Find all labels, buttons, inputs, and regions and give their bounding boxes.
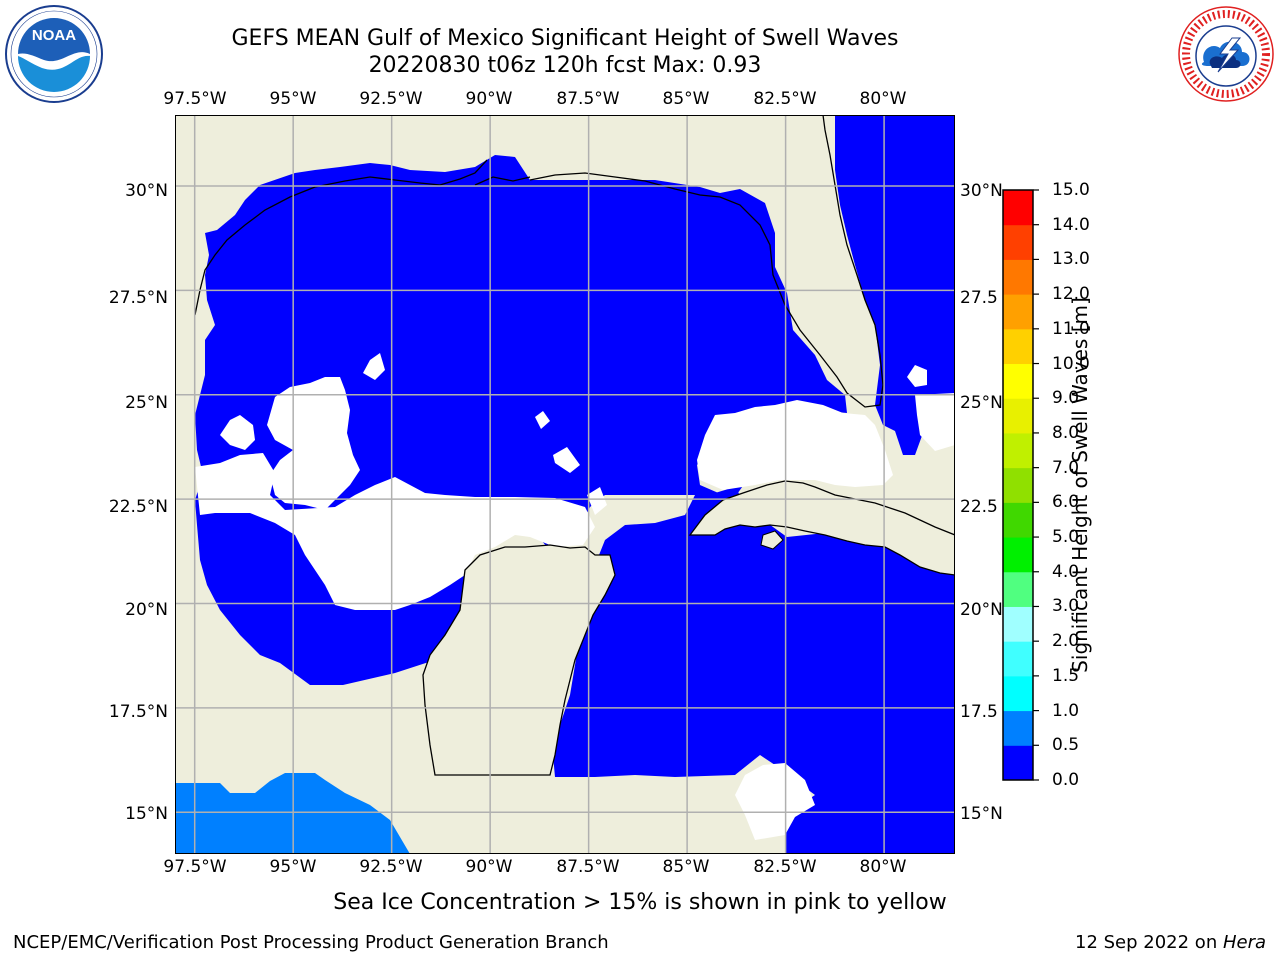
- colorbar-tick-label: 11.0: [1052, 318, 1090, 339]
- lon-label-bottom-82.5w: 82.5°W: [753, 857, 817, 877]
- lon-label-bottom-90w: 90°W: [465, 857, 513, 877]
- colorbar-tick-label: 15.0: [1052, 180, 1090, 200]
- colorbar-tick-label: 9.0: [1052, 388, 1080, 409]
- colorbar-tick-label: 2.0: [1052, 631, 1080, 652]
- lon-label-top-82.5w: 82.5°W: [753, 89, 817, 109]
- lat-label-left-25n: 25°N: [125, 393, 168, 413]
- colorbar-tick-label: 8.0: [1052, 422, 1080, 443]
- lon-label-bottom-97.5w: 97.5°W: [163, 857, 227, 877]
- isla-de-la-juventud: [760, 530, 784, 550]
- coastlines: [194, 115, 884, 408]
- cuba-land: [688, 480, 955, 576]
- lat-label-right-30n: 30°N: [960, 181, 1003, 201]
- colorbar-band: [1003, 571, 1033, 607]
- lon-label-top-97.5w: 97.5°W: [163, 89, 227, 109]
- colorbar-title: Significant Height of Swell Waves [m]: [1068, 297, 1092, 673]
- lat-label-right-27.5n: 27.5: [960, 288, 998, 308]
- colorbar-tick-label: 1.5: [1052, 665, 1080, 686]
- noaa-logo-text: NOAA: [32, 27, 76, 44]
- lat-label-left-20n: 20°N: [125, 600, 168, 620]
- footer-host: Hera: [1222, 932, 1266, 953]
- colorbar-tick-label: 0.5: [1052, 735, 1080, 756]
- colorbar-tick-label: 10.0: [1052, 353, 1090, 374]
- colorbar-band: [1003, 675, 1033, 712]
- colorbar-band: [1003, 710, 1033, 746]
- colorbar-band: [1003, 363, 1033, 399]
- colorbar-band: [1003, 502, 1033, 538]
- lon-label-bottom-95w: 95°W: [269, 857, 317, 877]
- colorbar-tick-label: 12.0: [1052, 284, 1090, 305]
- swell-wave-map: [175, 115, 955, 854]
- lat-label-right-25n: 25°N: [960, 393, 1003, 413]
- lat-label-right-20n: 20°N: [960, 600, 1003, 620]
- colorbar-frame: [1002, 189, 1034, 781]
- caribbean-swell-field: [553, 487, 955, 854]
- footer-date: 12 Sep 2022 on Hera: [1075, 932, 1266, 953]
- colorbar-band: [1003, 328, 1033, 365]
- nws-logo: [1178, 6, 1274, 102]
- lat-label-right-17.5n: 17.5: [960, 702, 998, 722]
- lon-label-top-92.5w: 92.5°W: [359, 89, 423, 109]
- lon-label-top-87.5w: 87.5°W: [556, 89, 620, 109]
- yucatan-land: [422, 544, 616, 776]
- lon-label-bottom-80w: 80°W: [859, 857, 907, 877]
- lon-label-top-90w: 90°W: [465, 89, 513, 109]
- lon-label-bottom-87.5w: 87.5°W: [556, 857, 620, 877]
- colorbar-tick-label: 13.0: [1052, 249, 1090, 270]
- colorbar-tick-label: 6.0: [1052, 492, 1080, 513]
- sea-ice-note: Sea Ice Concentration > 15% is shown in …: [333, 890, 947, 915]
- colorbar-band: [1003, 606, 1033, 642]
- colorbar-tick-label: 0.0: [1052, 770, 1080, 790]
- colorbar-band: [1003, 537, 1033, 573]
- colorbar-tick-label: 1.0: [1052, 700, 1080, 721]
- colorbar-band: [1003, 190, 1033, 226]
- lat-label-left-17.5n: 17.5°N: [108, 702, 168, 722]
- colorbar-tick-label: 5.0: [1052, 527, 1080, 548]
- lon-label-bottom-85w: 85°W: [662, 857, 710, 877]
- footer-date-text: 12 Sep 2022 on: [1075, 932, 1223, 953]
- colorbar-band: [1003, 641, 1033, 677]
- lon-label-top-85w: 85°W: [662, 89, 710, 109]
- lat-label-right-22.5n: 22.5: [960, 497, 998, 517]
- colorbar-band: [1003, 745, 1033, 781]
- no-data-patches: [195, 353, 955, 840]
- colorbar-band: [1003, 398, 1033, 434]
- lat-label-right-15n: 15°N: [960, 804, 1003, 824]
- noaa-logo: NOAA: [5, 5, 103, 103]
- lon-label-top-80w: 80°W: [859, 89, 907, 109]
- colorbar-band: [1003, 432, 1033, 469]
- colorbar-tick-label: 4.0: [1052, 561, 1080, 582]
- graticule: [175, 115, 955, 854]
- colorbar-band: [1003, 294, 1033, 330]
- footer-credit: NCEP/EMC/Verification Post Processing Pr…: [13, 932, 609, 953]
- chart-subtitle: 20220830 t06z 120h fcst Max: 0.93: [368, 53, 762, 78]
- colorbar-band: [1003, 467, 1033, 503]
- colorbar-tick-label: 7.0: [1052, 457, 1080, 478]
- lat-label-left-22.5n: 22.5°N: [108, 497, 168, 517]
- lon-label-bottom-92.5w: 92.5°W: [359, 857, 423, 877]
- colorbar-tick-label: 3.0: [1052, 596, 1080, 617]
- colorbar-band: [1003, 259, 1033, 295]
- lon-label-top-95w: 95°W: [269, 89, 317, 109]
- lat-label-left-30n: 30°N: [125, 181, 168, 201]
- lat-label-left-27.5n: 27.5°N: [108, 288, 168, 308]
- colorbar-band: [1003, 224, 1033, 260]
- lat-label-left-15n: 15°N: [125, 804, 168, 824]
- chart-title: GEFS MEAN Gulf of Mexico Significant Hei…: [231, 26, 899, 51]
- colorbar: [1002, 189, 1039, 781]
- colorbar-tick-label: 14.0: [1052, 214, 1090, 235]
